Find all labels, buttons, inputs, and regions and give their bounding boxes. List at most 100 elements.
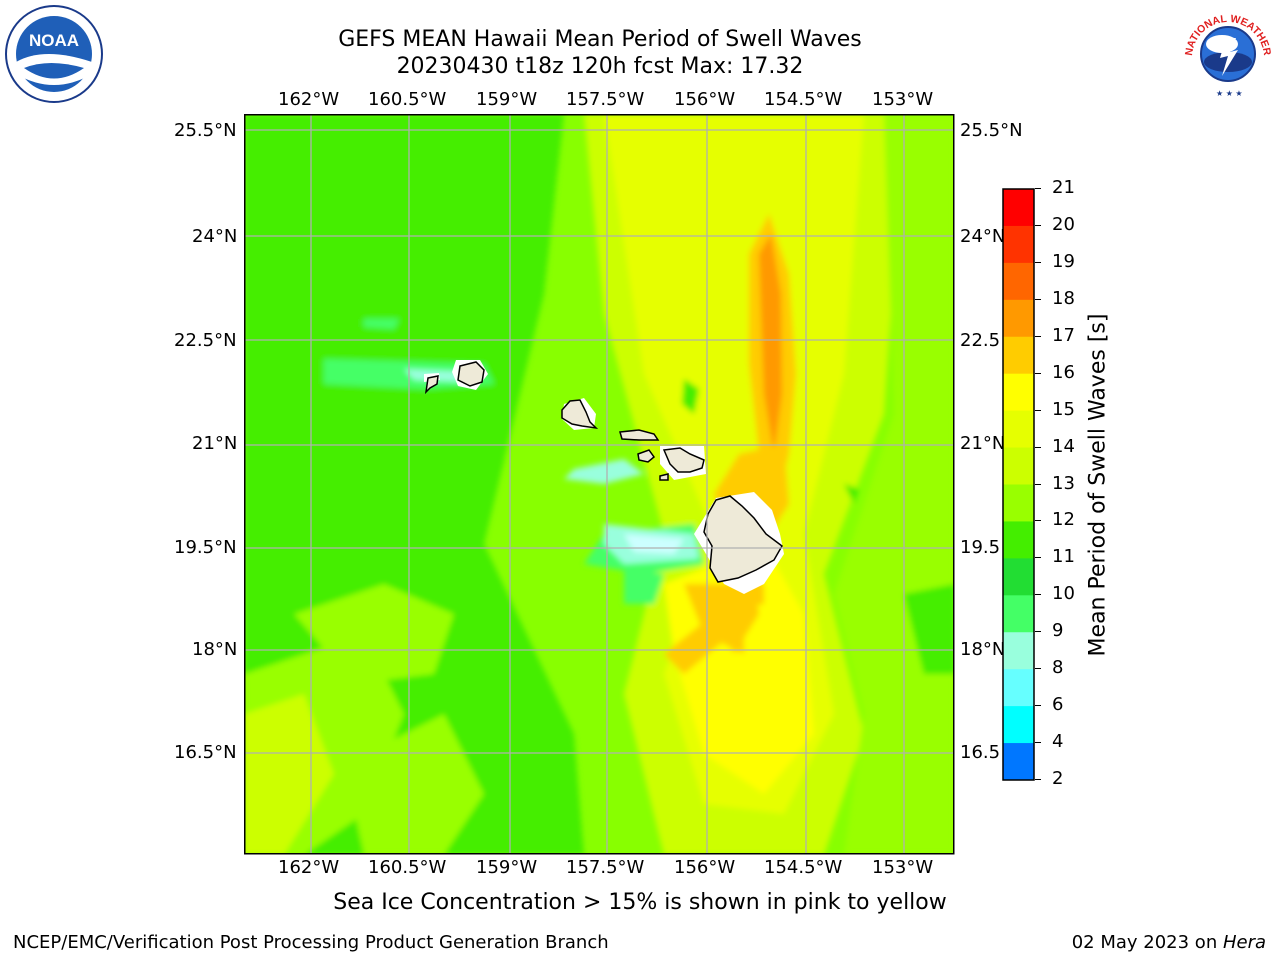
- map-frame: [244, 114, 955, 855]
- contour-fills: [244, 114, 954, 854]
- lat-label-left: 24°N: [192, 226, 238, 247]
- colorbar-tick: [1035, 261, 1041, 263]
- colorbar-swatch: [1003, 262, 1034, 301]
- colorbar-tick-label: 15: [1052, 398, 1075, 420]
- colorbar-swatch: [1003, 558, 1034, 596]
- colorbar-tick-label: 4: [1052, 731, 1064, 753]
- colorbar-tick-label: 19: [1052, 250, 1075, 272]
- svg-text:★ ★ ★: ★ ★ ★: [1216, 89, 1243, 98]
- chart-title: GEFS MEAN Hawaii Mean Period of Swell Wa…: [338, 27, 862, 52]
- colorbar-tick-label: 21: [1052, 177, 1075, 198]
- lat-label-left: 21°N: [192, 433, 238, 454]
- lon-label-bottom: 153°W: [872, 857, 934, 878]
- colorbar-tick-label: 10: [1052, 583, 1075, 605]
- colorbar-swatch: [1003, 632, 1034, 670]
- sea-ice-note: Sea Ice Concentration > 15% is shown in …: [333, 890, 947, 915]
- colorbar-swatch: [1003, 225, 1034, 264]
- colorbar-tick-label: 6: [1052, 694, 1064, 716]
- colorbar-swatch: [1003, 706, 1034, 744]
- hawaiian-islands: [424, 361, 783, 583]
- lon-label-top: 153°W: [872, 89, 934, 110]
- colorbar: [1002, 188, 1035, 781]
- colorbar-tick: [1035, 298, 1041, 300]
- lat-label-right: 21°N: [960, 433, 1006, 454]
- colorbar-tick: [1035, 705, 1041, 707]
- colorbar-tick: [1035, 594, 1041, 596]
- lat-label-right: 18°N: [960, 639, 1006, 660]
- maui-island: [662, 447, 705, 473]
- colorbar-tick: [1035, 335, 1041, 337]
- kahoolawe-island: [659, 473, 669, 481]
- footer-date: 02 May 2023 on Hera: [1072, 932, 1266, 953]
- colorbar-swatch: [1003, 373, 1034, 412]
- lon-label-bottom: 157.5°W: [566, 857, 645, 878]
- lat-label-left: 25.5°N: [174, 120, 237, 141]
- molokai-island: [619, 429, 660, 441]
- colorbar-tick: [1035, 409, 1041, 411]
- colorbar-tick: [1035, 372, 1041, 374]
- colorbar-tick-label: 2: [1052, 768, 1064, 789]
- colorbar-frame: [1002, 188, 1035, 781]
- colorbar-tick-label: 8: [1052, 657, 1064, 679]
- lat-label-left: 16.5°N: [174, 742, 237, 763]
- lat-label-left: 19.5°N: [174, 537, 237, 558]
- colorbar-tick: [1035, 224, 1041, 226]
- lon-label-bottom: 159°W: [476, 857, 538, 878]
- colorbar-swatch: [1003, 669, 1034, 707]
- colorbar-swatch: [1003, 484, 1034, 522]
- lon-label-top: 159°W: [476, 89, 538, 110]
- gridlines: [244, 114, 954, 854]
- colorbar-tick-label: 12: [1052, 509, 1075, 531]
- swell-period-map: [244, 114, 955, 855]
- lat-label-right: 25.5°N: [960, 120, 1023, 141]
- colorbar-tick-label: 9: [1052, 620, 1064, 642]
- nws-logo-icon: NATIONAL WEATHER SERVICE ★ ★ ★: [1174, 0, 1278, 102]
- chart-subtitle: 20230430 t18z 120h fcst Max: 17.32: [396, 54, 804, 79]
- lon-label-top: 156°W: [674, 89, 736, 110]
- colorbar-tick-label: 20: [1052, 213, 1075, 235]
- colorbar-tick-label: 14: [1052, 435, 1075, 457]
- colorbar-tick: [1035, 631, 1041, 633]
- lat-label-right: 19.5: [960, 537, 1001, 558]
- lon-label-top: 157.5°W: [566, 89, 645, 110]
- colorbar-tick: [1035, 779, 1041, 780]
- colorbar-tick: [1035, 742, 1041, 744]
- colorbar-swatch: [1003, 299, 1034, 338]
- colorbar-tick-label: 11: [1052, 546, 1075, 568]
- lon-label-top: 160.5°W: [368, 89, 447, 110]
- lanai-island: [637, 449, 656, 463]
- colorbar-tick: [1035, 446, 1041, 448]
- lat-label-right: 22.5: [960, 330, 1001, 351]
- footer-credit: NCEP/EMC/Verification Post Processing Pr…: [13, 932, 609, 953]
- colorbar-label: Mean Period of Swell Waves [s]: [1085, 313, 1111, 657]
- colorbar-tick-label: 16: [1052, 361, 1075, 383]
- colorbar-tick-label: 18: [1052, 287, 1075, 309]
- colorbar-tick: [1035, 668, 1041, 670]
- niihau-island: [424, 375, 439, 395]
- colorbar-swatch: [1003, 410, 1034, 449]
- lon-label-bottom: 160.5°W: [368, 857, 447, 878]
- footer-date-text: 02 May 2023 on: [1071, 932, 1223, 953]
- lon-label-bottom: 162°W: [278, 857, 340, 878]
- noaa-logo-text: NOAA: [29, 31, 79, 50]
- colorbar-tick-label: 17: [1052, 324, 1075, 346]
- colorbar-swatch: [1003, 743, 1034, 781]
- colorbar-tick: [1035, 483, 1041, 485]
- lon-label-bottom: 154.5°W: [764, 857, 843, 878]
- oahu-island: [561, 399, 599, 430]
- lon-label-bottom: 156°W: [674, 857, 736, 878]
- lat-label-left: 18°N: [192, 639, 238, 660]
- colorbar-swatch: [1003, 595, 1034, 633]
- lon-label-top: 154.5°W: [764, 89, 843, 110]
- colorbar-swatch: [1003, 447, 1034, 485]
- footer-host: Hera: [1222, 932, 1266, 953]
- lat-label-right: 24°N: [960, 226, 1006, 247]
- colorbar-tick: [1035, 557, 1041, 559]
- lat-label-right: 16.5: [960, 742, 1001, 763]
- colorbar-tick-label: 13: [1052, 472, 1075, 494]
- colorbar-swatch: [1003, 521, 1034, 559]
- noaa-logo-icon: NOAA: [4, 4, 104, 104]
- colorbar-swatch: [1003, 336, 1034, 375]
- lon-label-top: 162°W: [278, 89, 340, 110]
- colorbar-tick: [1035, 188, 1041, 189]
